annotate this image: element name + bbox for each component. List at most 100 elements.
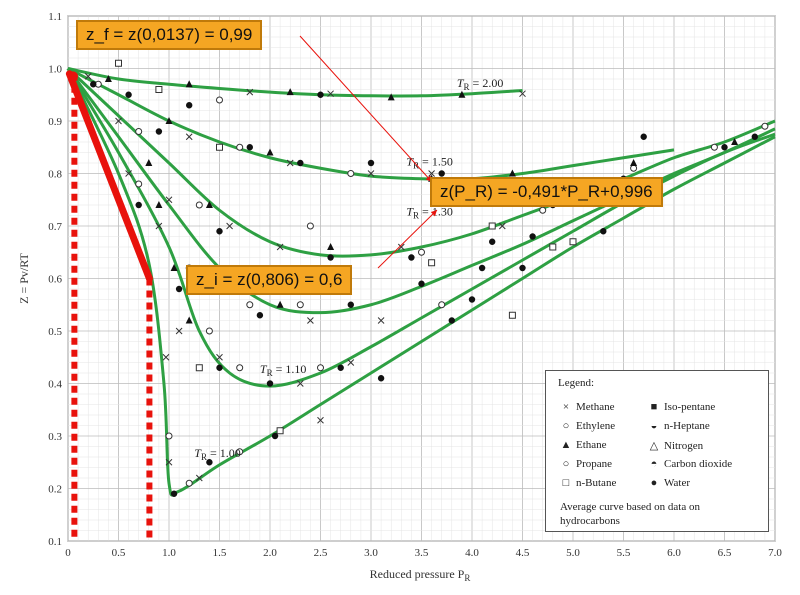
legend-item: ○ Propane: [560, 458, 612, 470]
legend-label: Carbon dioxide: [664, 458, 733, 470]
x-tick-label: 7.0: [768, 547, 782, 559]
point-triangle: [458, 90, 466, 98]
x-tick-label: 0: [65, 547, 71, 559]
point-cross-stroke: [307, 317, 314, 324]
point-filled-circle: [186, 102, 193, 109]
legend-symbol-icon: ■: [650, 401, 658, 413]
point-open-circle: [135, 180, 143, 188]
point-square: [549, 243, 557, 251]
curve-label-value: = 2.00: [470, 76, 504, 90]
point-cross: [367, 170, 375, 177]
point-open-circle: [296, 301, 304, 309]
point-cross-stroke: [195, 474, 203, 482]
y-tick-label: 0.4: [48, 379, 62, 391]
point-cross: [377, 317, 385, 324]
curve-label-0: TR = 2.00: [457, 76, 503, 92]
curve-label-sub: R: [267, 368, 273, 378]
legend-symbol-icon: ◒: [650, 420, 658, 432]
point-cross: [397, 243, 405, 251]
point-cross-stroke: [125, 170, 132, 177]
legend-note: Average curve based on data on hydrocarb…: [560, 501, 700, 527]
point-filled-circle: [478, 264, 486, 272]
point-triangle: [630, 159, 638, 166]
curve-label-t: T: [406, 205, 414, 219]
point-triangle: [266, 148, 274, 156]
point-open-circle: [418, 248, 425, 256]
point-cross: [125, 170, 132, 177]
curve-series-5: [66, 67, 776, 497]
point-filled-circle: [721, 144, 728, 151]
point-open-circle: [317, 364, 324, 372]
point-filled-circle: [377, 375, 385, 382]
legend-label: n-Butane: [576, 477, 617, 489]
curve-label-4: TR = 1.10: [260, 362, 306, 378]
point-filled-circle: [266, 380, 274, 387]
point-filled-circle: [216, 364, 223, 371]
point-triangle: [205, 201, 213, 208]
y-tick-label: 0.8: [48, 169, 62, 181]
curve-label-value: = 1.00: [207, 446, 241, 460]
point-cross-stroke: [397, 243, 405, 251]
point-triangle: [155, 201, 163, 208]
legend-label: Methane: [576, 401, 615, 413]
point-open-circle: [135, 128, 143, 135]
x-tick-label: 3.5: [415, 547, 429, 559]
point-cross: [216, 353, 223, 361]
point-triangle: [170, 264, 178, 271]
point-filled-circle: [256, 312, 264, 319]
point-open-circle: [236, 448, 244, 456]
legend-label: Ethylene: [576, 420, 616, 432]
point-filled-circle: [206, 459, 213, 466]
point-cross-stroke: [246, 88, 254, 96]
tick-labels: 0 0.5 1.0 1.5 2.0 2.5 3.0 3.5 4.0 4.5 5.0 5.5 6.0 6.5…: [48, 11, 782, 559]
point-filled-circle: [297, 159, 304, 167]
point-cross: [165, 458, 173, 466]
point-cross-stroke: [155, 222, 163, 230]
point-triangle: [185, 80, 193, 88]
point-cross-stroke: [377, 317, 385, 324]
point-triangle: [276, 300, 284, 308]
point-cross: [195, 474, 203, 482]
point-cross-stroke: [276, 243, 284, 251]
x-axis-title: Reduced pressure PR: [370, 567, 471, 583]
point-cross-stroke: [498, 222, 506, 230]
point-cross-stroke: [226, 222, 233, 230]
legend-symbol-icon: △: [649, 440, 659, 452]
point-filled-circle: [175, 285, 183, 293]
point-triangle: [145, 159, 153, 166]
curve-label-t: T: [194, 446, 202, 460]
legend-item: ▲ Ethane: [560, 439, 607, 451]
point-open-circle: [236, 364, 244, 372]
point-open-circle: [205, 327, 213, 335]
legend-item: □ n-Butane: [560, 477, 617, 489]
point-open-circle: [710, 143, 718, 151]
point-square: [508, 311, 516, 319]
y-tick-label: 0.6: [48, 274, 62, 286]
curve-label-value: = 1.10: [273, 362, 307, 376]
point-filled-circle: [347, 301, 354, 308]
fit-start-point: [68, 71, 79, 82]
x-tick-label: 2.5: [314, 547, 328, 559]
curve-series-2: [66, 67, 776, 258]
legend-label: Iso-pentane: [664, 401, 716, 413]
point-cross-stroke: [185, 133, 193, 141]
point-square: [155, 86, 163, 93]
legend-label: Water: [664, 477, 690, 489]
point-triangle: [327, 243, 335, 250]
x-tick-label: 5.0: [566, 547, 580, 559]
point-cross-stroke: [296, 380, 304, 387]
legend-label: Propane: [576, 458, 613, 470]
y-tick-label: 0.2: [48, 484, 62, 496]
point-filled-circle: [408, 254, 415, 261]
y-tick-label: 0.5: [48, 326, 62, 338]
point-filled-circle: [271, 432, 279, 440]
point-cross-stroke: [115, 117, 122, 125]
x-tick-label: 2.0: [263, 547, 277, 559]
point-cross-stroke: [519, 90, 526, 98]
legend-item: ◓ Carbon dioxide: [648, 458, 732, 470]
legend-symbol-icon: ○: [562, 420, 570, 432]
point-cross: [296, 380, 304, 387]
arrow-zf-to-fit: [299, 35, 433, 183]
point-cross-stroke: [317, 416, 324, 424]
